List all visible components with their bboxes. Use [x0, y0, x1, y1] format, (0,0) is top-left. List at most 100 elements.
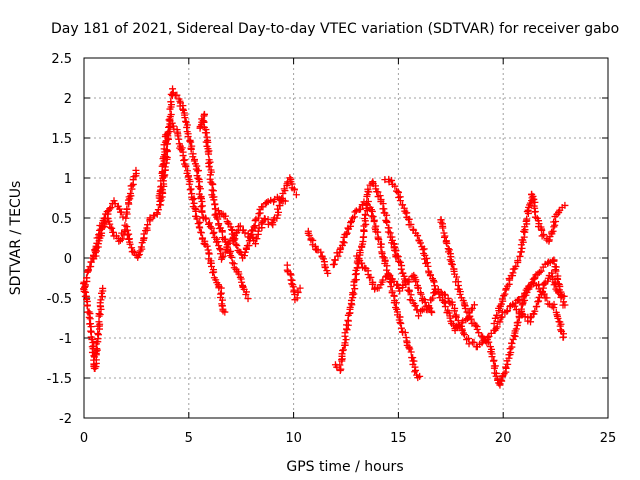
data-point	[441, 303, 449, 311]
data-point	[444, 294, 452, 302]
data-point	[383, 266, 391, 274]
data-point	[91, 249, 99, 257]
data-point	[368, 207, 376, 215]
data-point	[473, 325, 481, 333]
data-point	[197, 194, 205, 202]
data-point	[126, 189, 134, 197]
data-point	[180, 156, 188, 164]
data-point	[456, 290, 464, 298]
data-point	[351, 208, 359, 216]
data-point	[453, 273, 461, 281]
chart-title: Day 181 of 2021, Sidereal Day-to-day VTE…	[51, 21, 619, 37]
data-point	[329, 261, 337, 269]
data-point	[194, 167, 202, 175]
data-point	[321, 263, 329, 271]
data-point	[94, 330, 102, 338]
data-point	[275, 201, 283, 209]
data-point	[407, 220, 415, 228]
data-point	[425, 302, 433, 310]
data-point	[209, 187, 217, 195]
data-point	[472, 321, 480, 329]
data-point	[407, 291, 415, 299]
data-point	[182, 163, 190, 171]
data-point	[122, 214, 130, 222]
data-point	[416, 239, 424, 247]
x-tick-label: 25	[600, 431, 617, 446]
data-point	[343, 229, 351, 237]
data-point	[492, 325, 500, 333]
data-point	[465, 309, 473, 317]
data-point	[210, 228, 218, 236]
data-point	[228, 230, 236, 238]
data-point	[347, 217, 355, 225]
data-point	[402, 280, 410, 288]
data-point	[490, 320, 498, 328]
data-point	[443, 240, 451, 248]
data-point	[254, 227, 262, 235]
data-point	[421, 298, 429, 306]
data-point	[238, 278, 246, 286]
data-point	[460, 301, 468, 309]
data-point	[216, 245, 224, 253]
data-point	[219, 252, 227, 260]
data-point	[210, 196, 218, 204]
data-point	[383, 219, 391, 227]
data-point	[538, 288, 546, 296]
data-point	[440, 298, 448, 306]
data-point	[143, 224, 151, 232]
data-point	[197, 229, 205, 237]
data-point	[434, 285, 442, 293]
data-point	[384, 270, 392, 278]
data-point	[459, 329, 467, 337]
data-point	[405, 276, 413, 284]
data-point	[429, 294, 437, 302]
data-point	[186, 137, 194, 145]
data-point	[550, 257, 558, 265]
data-point	[240, 252, 248, 260]
data-point	[397, 324, 405, 332]
x-tick-label: 0	[80, 431, 88, 446]
data-point	[206, 158, 214, 166]
data-point	[387, 283, 395, 291]
data-point	[358, 259, 366, 267]
data-point	[440, 290, 448, 298]
data-point	[560, 292, 568, 300]
data-point	[146, 214, 154, 222]
data-point	[504, 360, 512, 368]
data-point	[424, 262, 432, 270]
data-point	[519, 298, 527, 306]
data-point	[437, 218, 445, 226]
data-point	[209, 229, 217, 237]
data-point	[305, 231, 313, 239]
data-point	[204, 138, 212, 146]
data-point	[324, 269, 332, 277]
data-point	[230, 264, 238, 272]
y-tick-label: 2.5	[51, 52, 72, 67]
data-point	[347, 219, 355, 227]
data-point	[185, 180, 193, 188]
data-point	[526, 314, 534, 322]
data-point	[415, 312, 423, 320]
data-point	[416, 372, 424, 380]
data-point	[337, 365, 345, 373]
data-points	[80, 85, 569, 389]
data-point	[274, 205, 282, 213]
data-point	[550, 304, 558, 312]
data-point	[165, 116, 173, 124]
data-point	[394, 280, 402, 288]
x-tick-label: 20	[495, 431, 512, 446]
data-point	[396, 197, 404, 205]
data-point	[281, 197, 289, 205]
data-point	[561, 301, 569, 309]
data-point	[448, 260, 456, 268]
data-point	[369, 280, 377, 288]
data-point	[165, 123, 173, 131]
data-point	[500, 292, 508, 300]
data-point	[187, 138, 195, 146]
data-point	[167, 110, 175, 118]
data-point	[184, 133, 192, 141]
data-point	[336, 361, 344, 369]
data-point	[126, 240, 134, 248]
data-point	[87, 327, 95, 335]
data-point	[533, 302, 541, 310]
